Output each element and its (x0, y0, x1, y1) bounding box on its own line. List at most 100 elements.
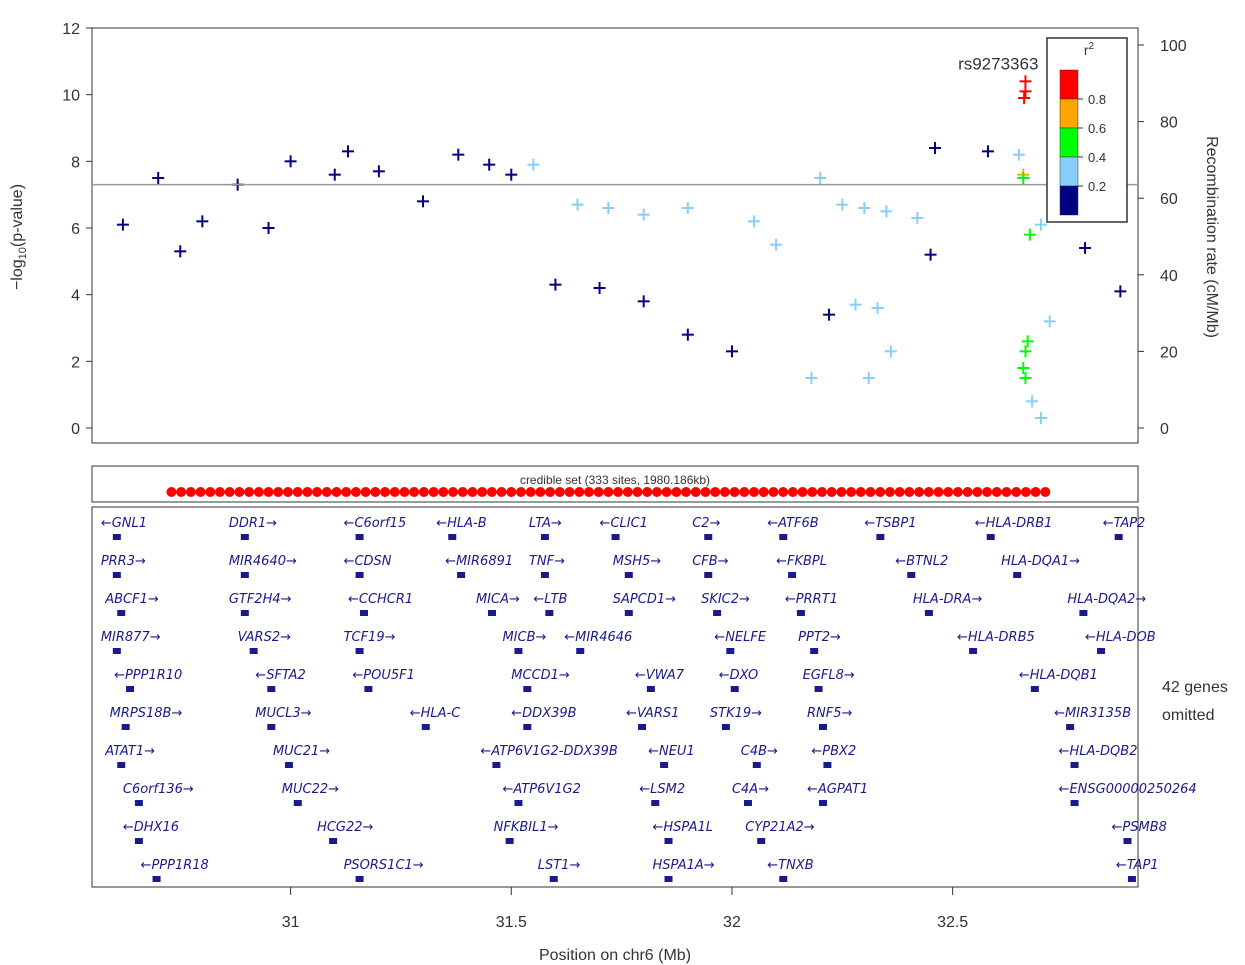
y-axis-right: 0 20 40 60 80 100 (1138, 38, 1187, 438)
snp-point (452, 148, 465, 161)
snp-point (571, 198, 584, 211)
gene-label: ←HLA-DRB5 (957, 630, 1035, 645)
gene-sfta2: ←SFTA2 (255, 668, 306, 692)
gene-skic2: SKIC2→ (701, 592, 750, 616)
gene-ensg00000250264: ←ENSG00000250264 (1059, 782, 1197, 806)
credible-set-site (554, 487, 565, 497)
gene-label: ←HLA-DQB1 (1019, 668, 1098, 683)
credible-set-site (273, 487, 284, 497)
gene-body (721, 724, 730, 730)
gene-mrps18b: MRPS18B→ (110, 706, 182, 730)
gene-psmb8: ←PSMB8 (1112, 820, 1167, 844)
y-left-tick-label: 8 (71, 154, 80, 171)
gene-body (540, 534, 549, 540)
gene-body (284, 762, 293, 768)
gene-body (796, 610, 805, 616)
snp-point (527, 158, 540, 171)
gene-body (779, 876, 788, 882)
gene-nelfe: ←NELFE (714, 630, 767, 654)
gene-body (487, 610, 496, 616)
gene-body (876, 534, 885, 540)
snp-point (174, 245, 187, 258)
y-right-tick-label: 80 (1160, 115, 1178, 132)
credible-set-site (525, 487, 536, 497)
gene-label: PPT2→ (798, 630, 841, 645)
gene-label: ←VARS1 (626, 706, 679, 721)
gene-tsbp1: ←TSBP1 (864, 516, 916, 540)
gene-body (986, 534, 995, 540)
snp-point (981, 145, 994, 158)
gene-hla-dob: ←HLA-DOB (1085, 630, 1156, 654)
gene-atp6v1g2-ddx39b: ←ATP6V1G2-DDX39B (480, 744, 618, 768)
gene-body (730, 686, 739, 692)
gene-label: TCF19→ (344, 630, 396, 645)
snp-point (417, 195, 430, 208)
y-left-tick-label: 0 (71, 421, 80, 438)
gene-cyp21a2: CYP21A2→ (745, 820, 815, 844)
gene-body (267, 724, 276, 730)
credible-set-site (282, 487, 293, 497)
gene-ltb: ←LTB (533, 592, 568, 616)
gene-body (823, 762, 832, 768)
gene-dhx16: ←DHX16 (123, 820, 179, 844)
credible-set-site (894, 487, 905, 497)
gene-micb: MICB→ (502, 630, 547, 654)
gene-body (112, 534, 121, 540)
credible-set-site (176, 487, 187, 497)
gene-body (1066, 724, 1075, 730)
credible-set-site (574, 487, 585, 497)
lead-snp-label: rs9273363 (958, 54, 1038, 73)
gene-body (1123, 838, 1132, 844)
snp-point (196, 215, 209, 228)
gene-muc22: MUC22→ (282, 782, 339, 806)
snp-point (483, 158, 496, 171)
credible-set-site (380, 487, 391, 497)
gene-body (752, 762, 761, 768)
credible-set-site (583, 487, 594, 497)
snp-point (884, 345, 897, 358)
credible-set-site (952, 487, 963, 497)
credible-set-site (438, 487, 449, 497)
snp-point (1019, 345, 1032, 358)
gene-label: ←MIR3135B (1054, 706, 1131, 721)
credible-set-site (428, 487, 439, 497)
gene-body (355, 572, 364, 578)
credible-set-site (1030, 487, 1041, 497)
snp-point (549, 278, 562, 291)
credible-set-site (370, 487, 381, 497)
gene-label: GTF2H4→ (229, 592, 292, 607)
gene-label: MIR877→ (101, 630, 161, 645)
snp-point (849, 298, 862, 311)
gene-label: ←CLIC1 (600, 516, 648, 531)
x-tick-label: 31.5 (496, 914, 527, 931)
gene-hla-dqa2: HLA-DQA2→ (1067, 592, 1146, 616)
gene-label: ←HLA-DOB (1085, 630, 1156, 645)
gene-body (969, 648, 978, 654)
credible-set-site (749, 487, 760, 497)
snp-point (1114, 285, 1127, 298)
credible-set-site (535, 487, 546, 497)
gene-label: LTA→ (529, 516, 562, 531)
gene-body (704, 534, 713, 540)
snp-point (1034, 412, 1047, 424)
credible-set-site (681, 487, 692, 497)
gene-body (611, 534, 620, 540)
snp-point (637, 295, 650, 308)
credible-set-site (166, 487, 177, 497)
gene-label: VARS2→ (238, 630, 291, 645)
gene-body (660, 762, 669, 768)
gene-label: ←SFTA2 (255, 668, 306, 683)
snp-point (602, 202, 615, 214)
credible-set-site (1040, 487, 1051, 497)
genes-omitted-text: omitted (1162, 707, 1214, 724)
credible-set-site (778, 487, 789, 497)
gene-ddr1: DDR1→ (229, 516, 277, 540)
snp-point (911, 212, 924, 224)
gene-body (624, 610, 633, 616)
gene-body (1079, 610, 1088, 616)
gene-label: ←MIR4646 (564, 630, 632, 645)
gene-label: EGFL8→ (803, 668, 855, 683)
gene-label: ←PSMB8 (1112, 820, 1167, 835)
x-tick-label: 31 (282, 914, 300, 931)
